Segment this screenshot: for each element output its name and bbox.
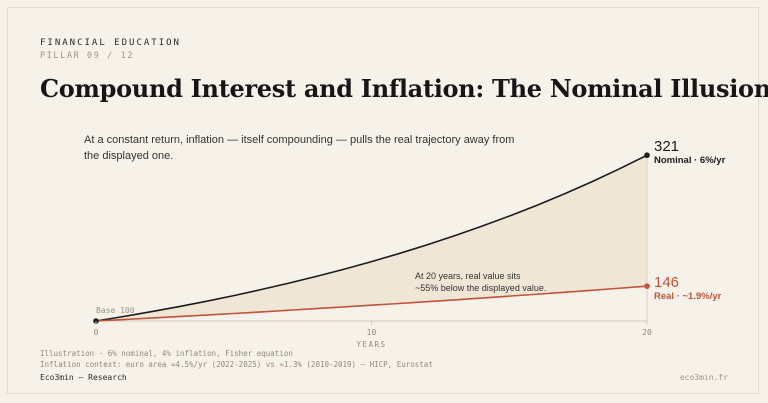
real-series-label: Real · ~1.9%/yr: [654, 291, 722, 302]
x-axis-title: YEARS: [356, 340, 386, 349]
x-tick-label: 10: [367, 328, 377, 337]
page-title: Compound Interest and Inflation: The Nom…: [40, 74, 768, 103]
real-end-value: 146: [654, 274, 679, 291]
card-frame: [7, 7, 759, 394]
base-label: Base 100: [96, 306, 135, 315]
x-tick-label: 0: [94, 328, 99, 337]
pillar-indicator: PILLAR 09 / 12: [40, 51, 135, 61]
nominal-series-label: Nominal · 6%/yr: [654, 155, 726, 166]
annotation-line: At 20 years, real value sits: [415, 271, 521, 281]
annotation-line: ~55% below the displayed value.: [415, 283, 546, 293]
nominal-series-line: [95, 154, 648, 322]
eyebrow-label: FINANCIAL EDUCATION: [40, 38, 181, 48]
x-tick-label: 20: [642, 328, 652, 337]
real-end-point: [644, 283, 650, 289]
nominal-end-point: [644, 152, 650, 159]
real-series-line: [95, 285, 648, 322]
footer-note-method: Illustration · 6% nominal, 4% inflation,…: [40, 349, 293, 358]
chart-subtitle: At a constant return, inflation — itself…: [84, 134, 515, 162]
footer-note-context: Inflation context: euro area ≈4.5%/yr (2…: [40, 360, 433, 369]
gap-area: [96, 155, 647, 321]
nominal-end-value: 321: [654, 138, 679, 155]
site-link[interactable]: eco3min.fr: [679, 373, 728, 382]
brand-label: Eco3min — Research: [40, 373, 127, 382]
